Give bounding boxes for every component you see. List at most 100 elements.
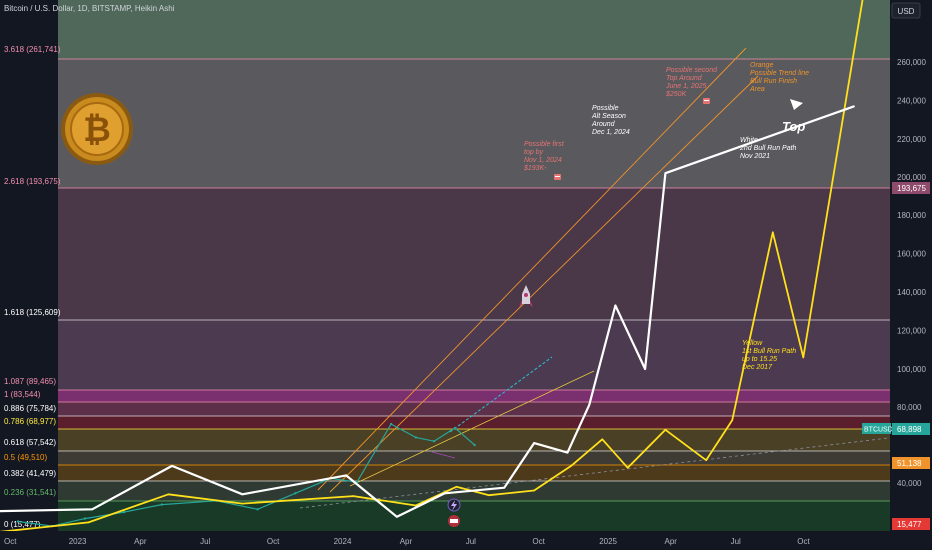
series-point (455, 486, 458, 488)
bitcoin-logo-icon: ₿ (61, 93, 133, 165)
svg-text:1st Bull Run Path: 1st Bull Run Path (742, 348, 796, 355)
annotation-alt-season: Possible Alt Season Around Dec 1, 2024 (591, 105, 630, 136)
series-point (533, 489, 535, 492)
series-point (626, 467, 629, 469)
svg-text:up to 15.25: up to 15.25 (742, 356, 777, 363)
fib-label-0: 0 (15,477) (4, 520, 41, 529)
fib-lines (58, 58, 890, 502)
y-tick-label: 200,000 (897, 173, 926, 182)
svg-text:Possible: Possible (592, 105, 619, 112)
fib-zone-1 (58, 402, 890, 416)
y-tick-label: 140,000 (897, 288, 926, 297)
series-point (731, 419, 733, 422)
trend-lines (299, 47, 923, 509)
series-point (83, 517, 87, 520)
series-point (167, 493, 170, 496)
svg-text:Alt Season: Alt Season (591, 113, 626, 120)
time-axis[interactable] (0, 531, 932, 550)
fib-label-0382: 0.382 (41,479) (4, 469, 56, 478)
x-tick-label: 2024 (334, 537, 352, 546)
y-tick-label: 240,000 (897, 97, 926, 106)
badge-current-price: 68,898 (897, 425, 922, 434)
x-tick-label: Oct (532, 537, 545, 546)
series-point (87, 521, 90, 524)
x-tick-label: Jul (200, 537, 210, 546)
teal-projection-line (449, 356, 553, 433)
svg-text:top by: top by (524, 149, 544, 156)
lightning-event-icon[interactable] (447, 498, 461, 512)
annotation-second-top: Possible second Top Around June 1, 2025 … (665, 67, 718, 98)
fib-label-0618: 0.618 (57,542) (4, 438, 56, 447)
fib-label-0886: 0.886 (75,784) (4, 404, 56, 413)
y-tick-label: 100,000 (897, 365, 926, 374)
fib-label-2618: 2.618 (193,675) (4, 177, 61, 186)
series-point (352, 495, 355, 497)
halving-event-icon[interactable] (448, 515, 460, 527)
grey-dashed-trendline (299, 433, 923, 509)
fib-zones (58, 0, 890, 531)
fib-zone-0886 (58, 416, 890, 429)
fib-label-0236: 0.236 (31,541) (4, 488, 56, 497)
series-point (396, 516, 398, 518)
svg-text:2nd Bull Run Path: 2nd Bull Run Path (739, 145, 797, 152)
series-point (241, 493, 244, 496)
x-tick-label: Oct (797, 537, 810, 546)
svg-text:Possible Trend line: Possible Trend line (750, 70, 809, 77)
svg-text:Yellow: Yellow (742, 340, 763, 347)
fib-labels: 3.618 (261,741) 2.618 (193,675) 1.618 (1… (4, 45, 61, 529)
badge-btcusd-label: BTCUSD (864, 427, 893, 434)
series-point (664, 429, 667, 431)
series-point (432, 440, 436, 443)
fib-label-3618: 3.618 (261,741) (4, 45, 61, 54)
svg-text:Around: Around (591, 121, 616, 128)
svg-text:Bull Run Finish: Bull Run Finish (750, 78, 797, 85)
fib-zone-1087 (58, 390, 890, 402)
series-point (488, 494, 490, 497)
y-tick-label: 160,000 (897, 250, 926, 259)
svg-text:Dec 1, 2024: Dec 1, 2024 (592, 129, 630, 136)
svg-text:$193K-: $193K- (523, 165, 547, 172)
purple-segment (431, 451, 456, 459)
svg-text:Nov 2021: Nov 2021 (740, 153, 770, 160)
fib-zone-1618 (58, 320, 890, 390)
series-point (588, 404, 590, 406)
fib-label-0786: 0.786 (68,977) (4, 417, 56, 426)
svg-text:Orange: Orange (750, 62, 773, 69)
badge-51138: 51,138 (897, 459, 922, 468)
badge-15477: 15,477 (897, 520, 922, 529)
currency-button[interactable] (891, 2, 921, 19)
series-point (614, 304, 617, 307)
series-point (345, 474, 347, 477)
series-point (122, 510, 126, 514)
price-badges: 193,675 BTCUSD 68,898 51,138 15,477 (862, 182, 930, 530)
fib-zone-0618 (58, 451, 890, 465)
y-tick-label: 180,000 (897, 211, 926, 220)
flag-marker-icon-2 (703, 98, 710, 104)
series-point (444, 492, 446, 495)
x-axis-ticks: Oct 2023 Apr Jul Oct 2024 Apr Jul Oct 2025 Apr Jul O… (4, 537, 811, 546)
series-point (772, 231, 774, 234)
chart-title: Bitcoin / U.S. Dollar, 1D, BITSTAMP, Hei… (4, 4, 175, 13)
y-tick-label: 120,000 (897, 327, 926, 336)
series-point (503, 486, 506, 489)
svg-text:Possible first: Possible first (524, 141, 565, 148)
badge-193675: 193,675 (897, 184, 926, 193)
fib-zone-top (58, 0, 890, 59)
svg-text:Area: Area (749, 86, 765, 93)
yellow-channel-line (349, 370, 595, 487)
series-point (414, 436, 417, 439)
annotation-first-top: Possible first top by Nov 1, 2024 $193K- (523, 141, 565, 172)
svg-text:June 1, 2025: June 1, 2025 (665, 83, 707, 90)
series-point (473, 443, 476, 447)
x-tick-label: Apr (134, 537, 147, 546)
orange-trendline-upper (317, 47, 747, 491)
x-tick-label: Oct (4, 537, 17, 546)
x-tick-label: Jul (466, 537, 476, 546)
series-point (853, 105, 855, 108)
svg-text:₿: ₿ (83, 111, 111, 149)
series-point (241, 502, 244, 505)
series-point (160, 503, 163, 506)
fib-zone-05 (58, 465, 890, 481)
series-point (91, 508, 93, 511)
